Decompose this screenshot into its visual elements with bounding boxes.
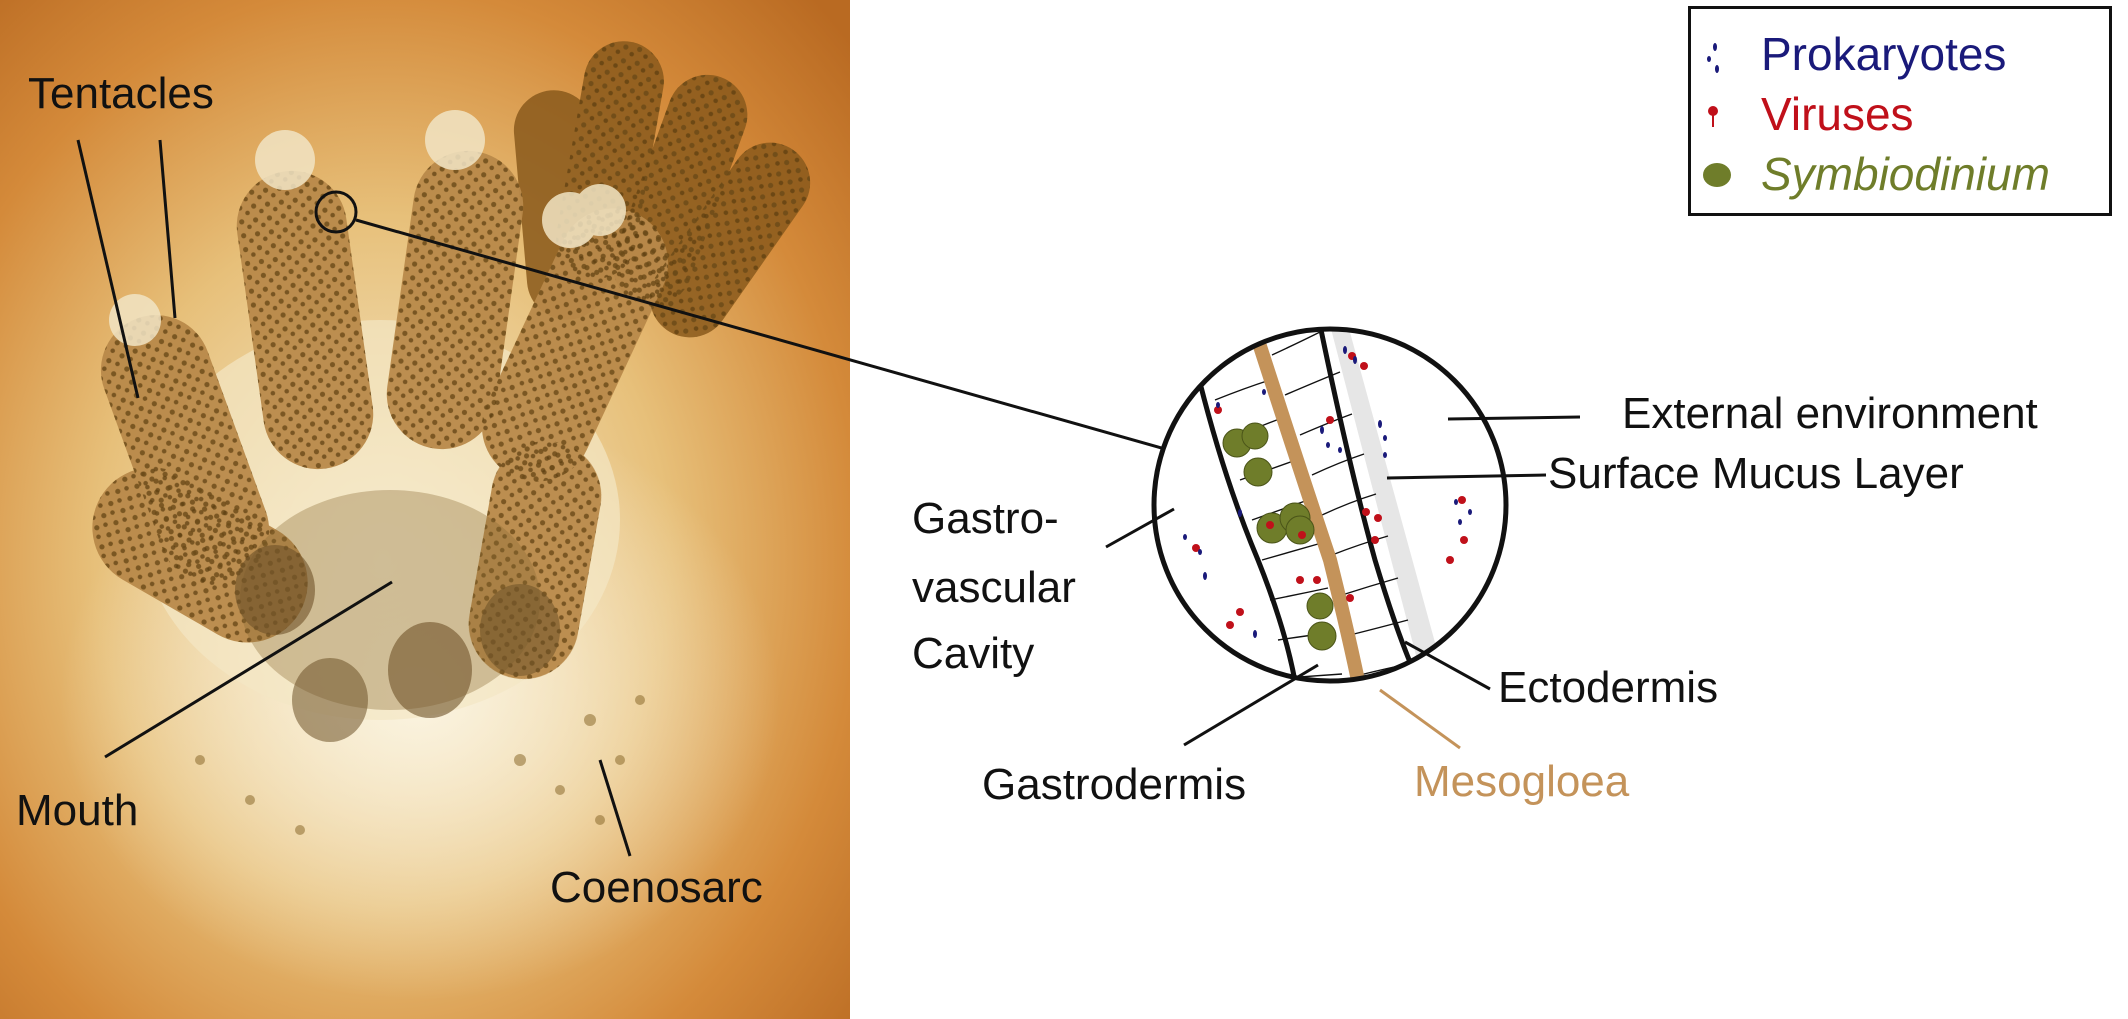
virus-particles	[1192, 352, 1468, 629]
tissue-cross-section	[1151, 326, 1509, 684]
symbiodinium-icon	[1703, 163, 1731, 187]
coral-polyp-photo	[0, 0, 850, 1019]
legend-label: Viruses	[1761, 88, 1914, 140]
prokaryote-icon	[1707, 43, 1719, 73]
virus-icon	[1708, 106, 1718, 127]
coenosarc-label: Coenosarc	[550, 863, 763, 912]
magnifier-circle	[1151, 326, 1509, 684]
gastro-label-line2: vascular	[912, 563, 1076, 612]
mesogloea-leader	[1379, 688, 1461, 750]
surface-mucus-band	[1330, 329, 1448, 681]
gastro-label-line3: Cavity	[912, 629, 1035, 678]
tentacles-label: Tentacles	[28, 69, 214, 118]
mesogloea-band	[1251, 337, 1369, 681]
mouth-label: Mouth	[16, 786, 139, 835]
diagram-leader-lines	[1105, 415, 1581, 747]
photo-leader-lines	[76, 139, 632, 857]
gastrodermis-label: Gastrodermis	[982, 760, 1247, 809]
external-environment-label: External environment	[1622, 389, 2038, 438]
symbiodinium-cells	[1222, 422, 1337, 651]
zoom-connector	[355, 218, 1173, 453]
mesogloea-label: Mesogloea	[1414, 757, 1630, 806]
zoom-marker	[314, 190, 358, 234]
surface-mucus-layer-label: Surface Mucus Layer	[1548, 449, 1964, 498]
gastro-label-line1: Gastro-	[912, 494, 1059, 543]
legend-label: Prokaryotes	[1761, 28, 2007, 80]
legend: Prokaryotes Viruses Symbiodinium	[1688, 6, 2112, 216]
legend-label: Symbiodinium	[1761, 148, 2050, 200]
ectodermis-label: Ectodermis	[1498, 663, 1719, 712]
prokaryote-particles	[1183, 346, 1472, 638]
